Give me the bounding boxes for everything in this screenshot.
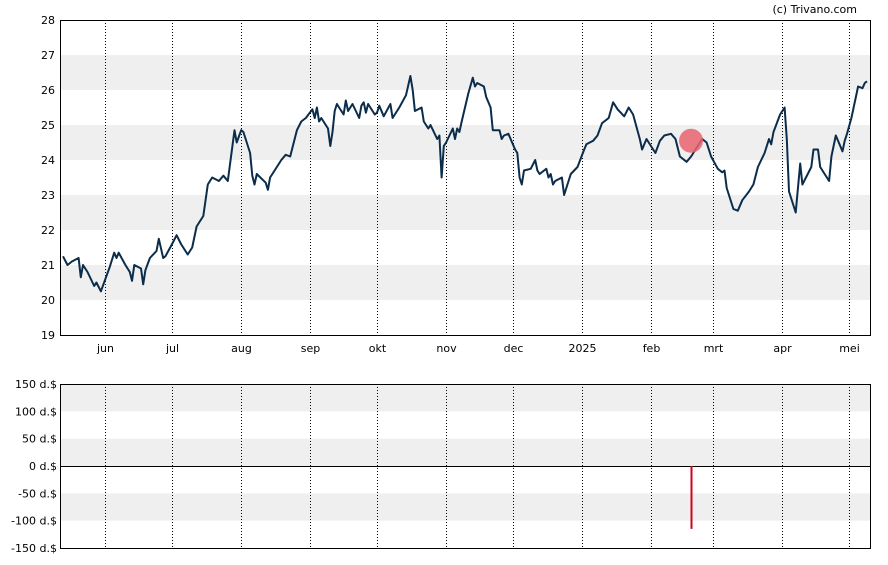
price-grid-band [60,55,870,90]
x-tick-label: dec [504,342,524,355]
y-tick-label: -100 d.$ [11,515,57,528]
y-tick-label: 150 d.$ [15,378,57,391]
x-tick-label: okt [369,342,387,355]
transaction-marker [679,128,704,153]
x-tick-label: feb [643,342,661,355]
x-tick-label: mei [839,342,860,355]
y-tick-label: 28 [41,14,55,27]
y-tick-label: 0 d.$ [29,460,57,473]
copyright-label: (c) Trivano.com [772,3,857,16]
transaction-chart: 150 d.$ 100 d.$ 50 d.$ 0 d.$ -50 d.$ -100 d.$… [11,378,871,555]
x-tick-label: apr [773,342,792,355]
price-x-axis: jun jul aug sep okt nov dec 2025 feb mrt apr mei [96,342,860,355]
y-tick-label: 26 [41,84,55,97]
x-tick-label: jul [165,342,179,355]
x-tick-label: mrt [704,342,724,355]
price-chart: 28 27 26 25 24 23 22 21 20 19 jun jul aug sep okt nov d… [41,14,871,355]
price-grid-band [60,265,870,300]
transaction-grid-band [60,438,870,466]
y-tick-label: -50 d.$ [18,487,57,500]
price-y-axis: 28 27 26 25 24 23 22 21 20 19 [41,14,55,342]
y-tick-label: -150 d.$ [11,542,57,555]
x-tick-label: sep [301,342,320,355]
y-tick-label: 27 [41,49,55,62]
x-tick-label: 2025 [569,342,597,355]
transaction-grid-band [60,493,870,521]
y-tick-label: 25 [41,119,55,132]
y-tick-label: 24 [41,154,55,167]
price-series-line [62,75,868,293]
transaction-grid-bands [60,384,870,521]
y-tick-label: 22 [41,224,55,237]
y-tick-label: 21 [41,259,55,272]
x-tick-label: aug [231,342,252,355]
transaction-grid-band [60,384,870,412]
y-tick-label: 50 d.$ [22,433,57,446]
price-grid-band [60,125,870,160]
price-grid-bands [60,55,870,300]
y-tick-label: 100 d.$ [15,405,57,418]
y-tick-label: 19 [41,329,55,342]
price-grid-band [60,195,870,230]
x-tick-label: jun [96,342,114,355]
y-tick-label: 23 [41,189,55,202]
y-tick-label: 20 [41,294,55,307]
transaction-y-axis: 150 d.$ 100 d.$ 50 d.$ 0 d.$ -50 d.$ -100 d.$… [11,378,57,555]
x-tick-label: nov [436,342,457,355]
price-plot-frame [60,20,871,336]
